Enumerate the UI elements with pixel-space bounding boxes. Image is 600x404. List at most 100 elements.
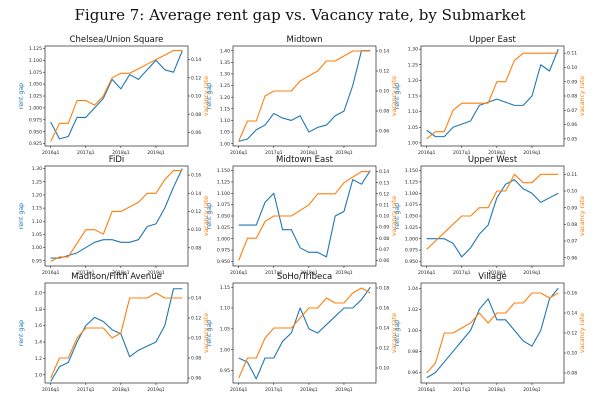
y-right-tick-label: 0.10 xyxy=(191,336,201,342)
y-left-tick-label: 1.000 xyxy=(217,236,230,242)
y-left-tick-label: 1.050 xyxy=(405,214,418,220)
x-tick-label: 2016q1 xyxy=(42,387,60,393)
y-right-tick-label: 0.08 xyxy=(567,94,577,100)
panel-title: Upper East xyxy=(469,35,516,45)
rent-gap-line xyxy=(426,287,559,379)
rent-gap-line xyxy=(238,50,371,142)
y-left-tick-label: 1.10 xyxy=(220,306,230,312)
x-tick-label: 2016q1 xyxy=(230,270,248,276)
y-right-tick-label: 0.12 xyxy=(567,331,577,337)
y-left-tick-label: 1.10 xyxy=(220,118,230,124)
x-tick-label: 2016q1 xyxy=(42,270,60,276)
y-left-tick-label: 1.8 xyxy=(35,307,42,313)
y-right-tick-label: 0.12 xyxy=(191,75,201,81)
x-tick-label: 2017q1 xyxy=(453,150,471,156)
y-right-tick-label: 0.18 xyxy=(379,286,389,292)
y-right-tick-label: 0.09 xyxy=(567,205,577,211)
plot-frame xyxy=(44,165,189,267)
y-left-tick-label: 0.950 xyxy=(29,129,42,135)
panel-fidi: FiDi 0.95 1.00 1.05 1.10 1.15 1.20 1.25 1.30 0.08… xyxy=(18,155,210,276)
y-left-tick-label: 1.125 xyxy=(405,180,418,186)
panel-midtown-east: Midtown East 0.950 0.975 1.000 1.025 1.050 1.0… xyxy=(206,155,398,276)
panel-madison-fifth-avenue: Madison/Fifth Avenue 1.0 1.2 1.4 1.6 1.8 2.0 0.… xyxy=(18,272,210,393)
x-tick-label: 2018q1 xyxy=(300,387,318,393)
plot-frame xyxy=(44,45,189,147)
y-right-tick-label: 0.08 xyxy=(379,109,389,115)
y-left-tick-label: 1.15 xyxy=(220,285,230,291)
x-tick-label: 2017q1 xyxy=(453,270,471,276)
y-left-tick-label: 1.000 xyxy=(29,106,42,112)
x-tick-label: 2019q1 xyxy=(523,270,541,276)
y-right-tick-label: 0.07 xyxy=(567,108,577,114)
y-left-tick-label: 1.100 xyxy=(29,58,42,64)
y-left-tick-label: 1.30 xyxy=(32,166,42,172)
y-left-tick-label: 1.10 xyxy=(408,109,418,115)
y-left-tick-label: 1.050 xyxy=(29,82,42,88)
y-right-axis-label: vacancy rate xyxy=(391,313,398,353)
x-tick-label: 2018q1 xyxy=(488,270,506,276)
y-left-tick-label: 0.925 xyxy=(29,141,42,147)
y-left-tick-label: 0.975 xyxy=(217,248,230,254)
vacancy-rate-line xyxy=(50,170,183,262)
y-right-tick-label: 0.10 xyxy=(379,214,389,220)
y-left-tick-label: 1.04 xyxy=(408,286,418,292)
y-right-tick-label: 0.14 xyxy=(191,57,201,63)
x-tick-label: 2016q1 xyxy=(230,150,248,156)
y-right-axis-label: vacancy rate xyxy=(203,76,210,116)
y-right-tick-label: 0.08 xyxy=(191,356,201,362)
y-right-tick-label: 0.11 xyxy=(567,51,577,57)
x-tick-label: 2018q1 xyxy=(300,150,318,156)
y-right-tick-label: 0.05 xyxy=(567,136,577,142)
x-tick-label: 2016q1 xyxy=(230,387,248,393)
vacancy-rate-line xyxy=(50,292,183,379)
panel-title: Midtown East xyxy=(276,155,334,165)
y-left-axis-label: rent gap xyxy=(394,320,401,346)
y-right-tick-label: 0.08 xyxy=(191,245,201,251)
y-left-tick-label: 1.100 xyxy=(405,191,418,197)
y-left-tick-label: 1.15 xyxy=(32,206,42,212)
y-left-tick-label: 1.125 xyxy=(29,46,42,52)
panel-midtown: Midtown 1.00 1.05 1.10 1.15 1.20 1.25 1.30 1.35 1… xyxy=(206,35,398,156)
y-left-axis-label: rent gap xyxy=(206,83,213,109)
panel-title: Chelsea/Union Square xyxy=(70,35,164,45)
y-left-tick-label: 1.075 xyxy=(217,202,230,208)
y-left-tick-label: 1.00 xyxy=(220,141,230,147)
x-tick-label: 2019q1 xyxy=(335,270,353,276)
vacancy-rate-line xyxy=(426,173,559,250)
y-left-tick-label: 1.100 xyxy=(217,191,230,197)
y-right-tick-label: 0.13 xyxy=(379,180,389,186)
rent-gap-line xyxy=(238,286,371,380)
y-right-tick-label: 0.08 xyxy=(567,222,577,228)
y-right-tick-label: 0.14 xyxy=(379,326,389,332)
x-tick-label: 2018q1 xyxy=(488,387,506,393)
y-left-tick-label: 1.00 xyxy=(220,347,230,353)
rent-gap-line xyxy=(238,170,371,258)
y-right-tick-label: 0.08 xyxy=(191,112,201,118)
y-left-tick-label: 1.15 xyxy=(220,106,230,112)
vacancy-rate-line xyxy=(426,292,559,374)
y-left-tick-label: 1.30 xyxy=(220,72,230,78)
rent-gap-line xyxy=(50,288,183,382)
y-left-tick-label: 1.0 xyxy=(35,372,42,378)
y-left-tick-label: 1.30 xyxy=(408,47,418,53)
y-right-tick-label: 0.10 xyxy=(567,65,577,71)
y-left-tick-label: 1.000 xyxy=(405,236,418,242)
y-right-tick-label: 0.10 xyxy=(379,89,389,95)
y-right-axis-label: vacancy rate xyxy=(579,196,586,236)
rent-gap-line xyxy=(426,179,559,258)
y-left-tick-label: 0.96 xyxy=(408,370,418,376)
y-right-tick-label: 0.12 xyxy=(379,69,389,75)
y-right-tick-label: 0.06 xyxy=(567,122,577,128)
y-left-tick-label: 1.05 xyxy=(32,232,42,238)
y-left-tick-label: 1.02 xyxy=(408,307,418,313)
plot-frame xyxy=(420,45,565,147)
y-right-tick-label: 0.08 xyxy=(567,371,577,377)
y-left-tick-label: 2.0 xyxy=(35,290,42,296)
y-right-tick-label: 0.10 xyxy=(191,94,201,100)
x-tick-label: 2016q1 xyxy=(418,150,436,156)
y-left-tick-label: 0.95 xyxy=(32,258,42,264)
panel-title: Village xyxy=(478,272,507,282)
y-left-tick-label: 1.075 xyxy=(29,70,42,76)
y-left-tick-label: 0.95 xyxy=(220,368,230,374)
plot-frame xyxy=(232,282,377,384)
